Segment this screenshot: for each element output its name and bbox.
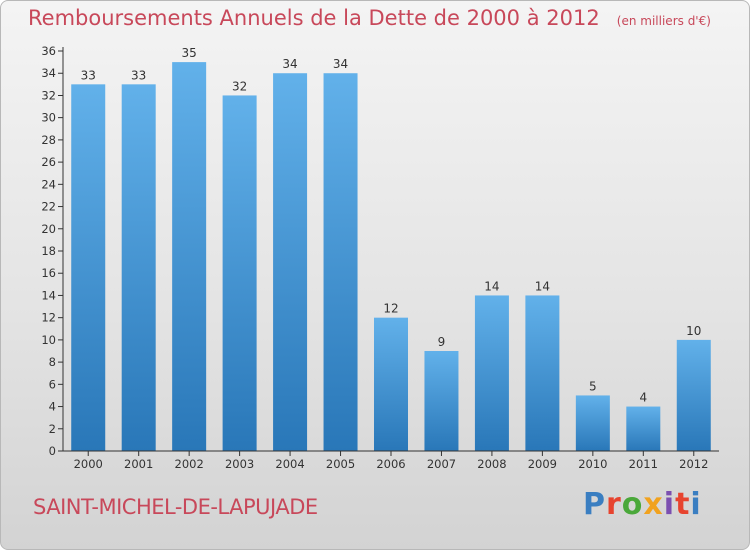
data-label: 10 (686, 324, 701, 338)
y-tick-label: 10 (41, 333, 56, 347)
logo-letter: i (663, 487, 676, 522)
chart-title: Remboursements Annuels de la Dette de 20… (28, 6, 600, 30)
x-tick-label: 2007 (427, 457, 456, 471)
data-label: 34 (282, 57, 297, 71)
x-tick-label: 2012 (679, 457, 708, 471)
bar (525, 295, 560, 451)
y-tick-label: 4 (49, 400, 56, 414)
y-tick-label: 8 (49, 355, 56, 369)
y-tick-label: 22 (41, 200, 56, 214)
data-label: 14 (535, 279, 550, 293)
logo-letter: x (643, 487, 664, 522)
x-tick-label: 2006 (376, 457, 405, 471)
bar (676, 339, 711, 451)
x-tick-label: 2008 (477, 457, 506, 471)
x-tick-label: 2010 (578, 457, 607, 471)
x-tick-label: 2002 (175, 457, 204, 471)
data-label: 33 (131, 68, 146, 82)
data-label: 33 (81, 68, 96, 82)
logo-letter: r (606, 487, 622, 522)
y-tick-label: 36 (41, 44, 56, 58)
y-tick-label: 14 (41, 288, 56, 302)
data-label: 14 (484, 279, 499, 293)
y-tick-label: 16 (41, 266, 56, 280)
data-label: 12 (383, 302, 398, 316)
bar (474, 295, 509, 451)
y-tick-label: 6 (49, 377, 56, 391)
logo-letter: o (621, 487, 644, 522)
x-tick-label: 2004 (275, 457, 304, 471)
y-tick-label: 32 (41, 88, 56, 102)
x-tick-label: 2011 (629, 457, 658, 471)
bar (222, 95, 257, 451)
data-label: 35 (182, 46, 197, 60)
data-label: 32 (232, 79, 247, 93)
logo-letter: P (583, 487, 606, 522)
bar (424, 351, 459, 451)
x-tick-label: 2000 (74, 457, 103, 471)
logo-letter: i (690, 487, 702, 522)
x-tick-label: 2001 (124, 457, 153, 471)
bar (575, 395, 610, 451)
logo-letter: t (675, 487, 691, 522)
bar (626, 406, 661, 451)
bar (71, 84, 106, 451)
bar (323, 73, 358, 451)
y-tick-label: 26 (41, 155, 56, 169)
y-tick-label: 28 (41, 133, 56, 147)
bar (172, 62, 207, 451)
y-tick-label: 18 (41, 244, 56, 258)
data-label: 34 (333, 57, 348, 71)
y-tick-label: 30 (41, 111, 56, 125)
data-label: 5 (589, 379, 597, 393)
y-tick-label: 34 (41, 66, 56, 80)
data-label: 4 (639, 391, 647, 405)
y-tick-label: 0 (49, 444, 56, 458)
bar (121, 84, 156, 451)
chart-title-block: Remboursements Annuels de la Dette de 20… (28, 6, 711, 30)
x-tick-label: 2009 (528, 457, 557, 471)
bar (374, 317, 408, 451)
y-tick-label: 20 (41, 222, 56, 236)
proxiti-logo: Proxiti (583, 487, 702, 522)
x-tick-label: 2003 (225, 457, 254, 471)
y-tick-label: 24 (41, 177, 56, 191)
bar (273, 73, 308, 451)
y-tick-label: 2 (49, 422, 56, 436)
chart-subtitle: (en milliers d'€) (616, 14, 711, 28)
x-tick-label: 2005 (326, 457, 355, 471)
y-tick-label: 12 (41, 311, 56, 325)
place-name: SAINT-MICHEL-DE-LAPUJADE (33, 495, 318, 519)
data-label: 9 (438, 335, 446, 349)
